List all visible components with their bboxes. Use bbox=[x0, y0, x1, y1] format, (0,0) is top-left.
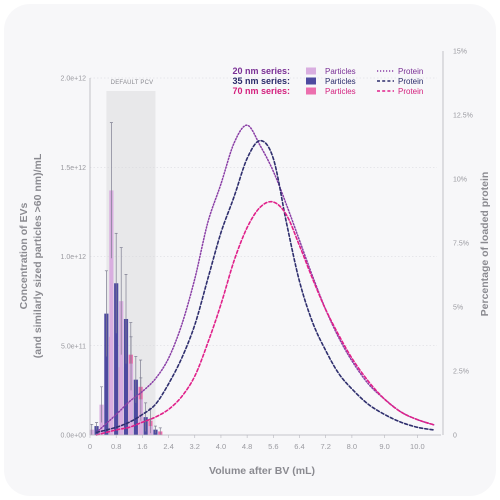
y-right-tick-label: 5% bbox=[453, 305, 463, 312]
legend-particles-swatch-20nm bbox=[306, 67, 316, 75]
chart-svg: 0.0e+00 5.0e+11 1.0e+12 1.5e+12 2.0e+12 0 2.5%… bbox=[18, 49, 491, 478]
y-right-tick-label: 2.5% bbox=[453, 369, 469, 376]
y-right-tick-label: 15% bbox=[453, 49, 467, 56]
y-axis-title-left-line1: Concentration of EVs bbox=[18, 202, 30, 309]
legend-particles-swatch-35nm bbox=[306, 77, 316, 85]
protein-line-35nm bbox=[95, 139, 435, 434]
legend-series-label-20nm: 20 nm series: bbox=[232, 66, 290, 76]
x-tick-label: 2.4 bbox=[163, 442, 173, 451]
pcv-label: DEFAULT PCV bbox=[111, 80, 154, 86]
legend-protein-label-35nm: Protein bbox=[398, 77, 423, 86]
x-tick-label: 4.0 bbox=[216, 442, 226, 451]
x-tick-label: 8.0 bbox=[347, 442, 357, 451]
legend-particles-swatch-70nm bbox=[306, 87, 316, 95]
x-tick-label: 10.0 bbox=[410, 442, 425, 451]
y-left-tick-label: 5.0e+11 bbox=[61, 343, 86, 350]
legend-particles-label-20nm: Particles bbox=[325, 67, 356, 76]
y-right-tick-label: 7.5% bbox=[453, 241, 469, 248]
particle-bar-35nm bbox=[104, 313, 109, 435]
x-tick-label: 3.2 bbox=[190, 442, 200, 451]
particle-bar-35nm bbox=[133, 379, 138, 435]
particle-bar-20nm bbox=[119, 301, 124, 435]
y-right-tick-label: 10% bbox=[453, 177, 467, 184]
particle-bar-20nm bbox=[109, 190, 114, 435]
y-left-tick-label: 1.0e+12 bbox=[61, 254, 87, 261]
y-left-tick-label: 0.0e+00 bbox=[61, 433, 87, 440]
x-axis-title: Volume after BV (mL) bbox=[209, 465, 315, 477]
particle-bar-35nm bbox=[94, 426, 99, 435]
y-right-tick-label: 12.5% bbox=[453, 113, 473, 120]
chart-card: 0.0e+00 5.0e+11 1.0e+12 1.5e+12 2.0e+12 0 2.5%… bbox=[4, 4, 496, 496]
x-tick-label: 1.6 bbox=[137, 442, 147, 451]
protein-line-70nm bbox=[95, 200, 435, 436]
x-tick-label: 4.8 bbox=[242, 442, 252, 451]
legend-protein-label-20nm: Protein bbox=[398, 67, 423, 76]
protein-line-20nm bbox=[95, 124, 435, 434]
x-tick-label: 7.2 bbox=[320, 442, 330, 451]
x-tick-label: 0.8 bbox=[111, 442, 121, 451]
y-right-tick-label: 0 bbox=[453, 433, 457, 440]
particle-bar-35nm bbox=[114, 283, 119, 435]
x-tick-label: 6.4 bbox=[294, 442, 304, 451]
particle-bar-35nm bbox=[123, 318, 129, 435]
legend-series-label-35nm: 35 nm series: bbox=[232, 76, 290, 86]
particle-bar-20nm bbox=[128, 363, 134, 435]
x-tick-label: 5.6 bbox=[268, 442, 278, 451]
y-axis-title-right: Percentage of loaded protein bbox=[479, 172, 491, 317]
x-tick-label: 0 bbox=[88, 442, 92, 451]
y-left-tick-label: 1.5e+12 bbox=[61, 165, 87, 172]
legend-series-label-70nm: 70 nm series: bbox=[232, 86, 290, 96]
x-tick-label: 9.0 bbox=[379, 442, 389, 451]
legend-particles-label-70nm: Particles bbox=[325, 87, 356, 96]
y-axis-title-left-line2: (and similarly sized particles >60 nm)/m… bbox=[32, 153, 44, 358]
legend-protein-label-70nm: Protein bbox=[398, 87, 423, 96]
legend-particles-label-35nm: Particles bbox=[325, 77, 356, 86]
y-left-tick-label: 2.0e+12 bbox=[61, 76, 87, 83]
